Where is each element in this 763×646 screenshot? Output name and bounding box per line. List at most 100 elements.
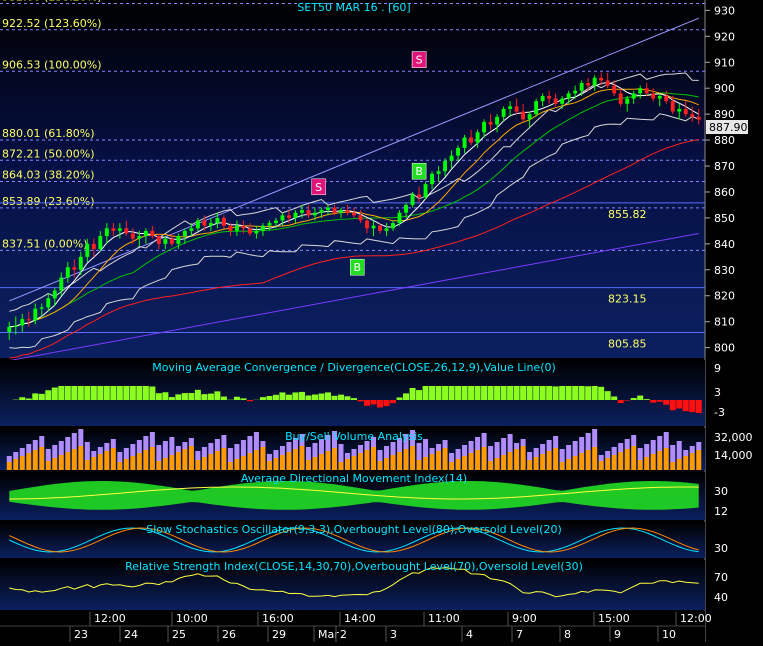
volume-sell-bar	[65, 437, 70, 452]
macd-bar	[156, 393, 162, 400]
candle-body	[326, 208, 330, 211]
volume-sell-bar	[189, 438, 194, 446]
volume-buy-bar	[39, 447, 44, 470]
candle-body	[671, 101, 675, 111]
volume-sell-bar	[475, 437, 480, 450]
candle-body	[189, 228, 193, 231]
adx-tick-label: 30	[714, 485, 728, 498]
volume-sell-bar	[514, 443, 519, 449]
candle-body	[599, 78, 603, 81]
candle-body	[98, 236, 102, 249]
fib-label: 932.66 (138.20%)	[2, 0, 102, 3]
volume-sell-bar	[605, 451, 610, 458]
macd-bar	[559, 386, 565, 400]
volume-sell-bar	[13, 452, 18, 459]
candle-body	[456, 148, 460, 156]
candle-body	[20, 319, 24, 325]
macd-bar	[553, 386, 559, 400]
volume-sell-bar	[488, 446, 493, 461]
volume-buy-bar	[573, 456, 578, 470]
volume-buy-bar	[254, 450, 259, 470]
macd-bar	[657, 400, 663, 402]
macd-bar	[397, 397, 403, 400]
volume-buy-bar	[365, 450, 370, 470]
macd-bar	[78, 386, 84, 400]
volume-sell-bar	[443, 440, 448, 448]
macd-bar	[45, 390, 51, 400]
macd-bar	[221, 397, 227, 400]
volume-buy-bar	[605, 458, 610, 470]
rsi-tick-label: 70	[714, 571, 728, 584]
candle-body	[183, 231, 187, 236]
volume-sell-bar	[20, 448, 25, 456]
volume-buy-bar	[521, 446, 526, 470]
macd-bar	[488, 386, 494, 400]
macd-title: Moving Average Convergence / Divergence(…	[152, 361, 556, 374]
volume-buy-bar	[423, 457, 428, 470]
candle-body	[53, 291, 57, 299]
macd-bar	[566, 386, 572, 400]
macd-bar	[26, 399, 32, 401]
candle-body	[541, 96, 545, 101]
volume-buy-bar	[65, 452, 70, 470]
fib-label: 872.21 (50.00%)	[2, 147, 95, 160]
price-tick-label: 870	[714, 160, 735, 173]
macd-bar	[585, 386, 591, 400]
volume-sell-bar	[508, 434, 513, 452]
date-label: 2	[340, 628, 347, 641]
volume-sell-bar	[664, 432, 669, 448]
volume-sell-bar	[638, 448, 643, 460]
time-label: 10:00	[176, 612, 208, 625]
volume-buy-bar	[78, 446, 83, 470]
fib-label: 880.01 (61.80%)	[2, 127, 95, 140]
candle-body	[131, 233, 135, 238]
macd-bar	[377, 400, 383, 408]
volume-buy-bar	[124, 459, 129, 470]
macd-bar	[110, 386, 116, 400]
macd-bar	[507, 386, 513, 400]
volume-sell-bar	[423, 439, 428, 457]
volume-buy-bar	[449, 462, 454, 470]
candle-body	[554, 99, 558, 104]
price-tick-label: 810	[714, 316, 735, 329]
volume-buy-bar	[104, 451, 109, 470]
volume-sell-bar	[586, 433, 591, 450]
volume-buy-bar	[280, 455, 285, 470]
candle-body	[118, 228, 122, 231]
date-label: 9	[614, 628, 621, 641]
candle-body	[59, 278, 63, 291]
volume-buy-bar	[137, 453, 142, 470]
candle-body	[378, 226, 382, 231]
volume-buy-bar	[495, 458, 500, 470]
volume-buy-bar	[156, 461, 161, 470]
candle-body	[437, 171, 441, 174]
candle-body	[79, 257, 83, 270]
candle-body	[606, 80, 610, 85]
volume-buy-bar	[143, 450, 148, 470]
volume-sell-bar	[260, 441, 265, 447]
volume-sell-bar	[670, 445, 675, 462]
volume-buy-bar	[592, 447, 597, 470]
volume-sell-bar	[683, 450, 688, 456]
macd-bar	[527, 386, 533, 400]
volume-sell-bar	[501, 438, 506, 455]
volume-sell-bar	[202, 447, 207, 457]
candle-body	[476, 132, 480, 142]
candle-body	[215, 218, 219, 223]
volume-buy-bar	[475, 450, 480, 470]
volume-buy-bar	[430, 454, 435, 470]
volume-buy-bar	[514, 449, 519, 470]
volume-sell-bar	[690, 446, 695, 453]
volume-sell-bar	[228, 448, 233, 462]
macd-bar	[71, 386, 77, 400]
volume-buy-bar	[98, 454, 103, 470]
volume-sell-bar	[592, 429, 597, 447]
volume-sell-bar	[521, 439, 526, 446]
macd-bar	[533, 386, 539, 400]
volume-buy-bar	[540, 454, 545, 470]
price-tick-label: 900	[714, 82, 735, 95]
volume-sell-bar	[612, 447, 617, 455]
